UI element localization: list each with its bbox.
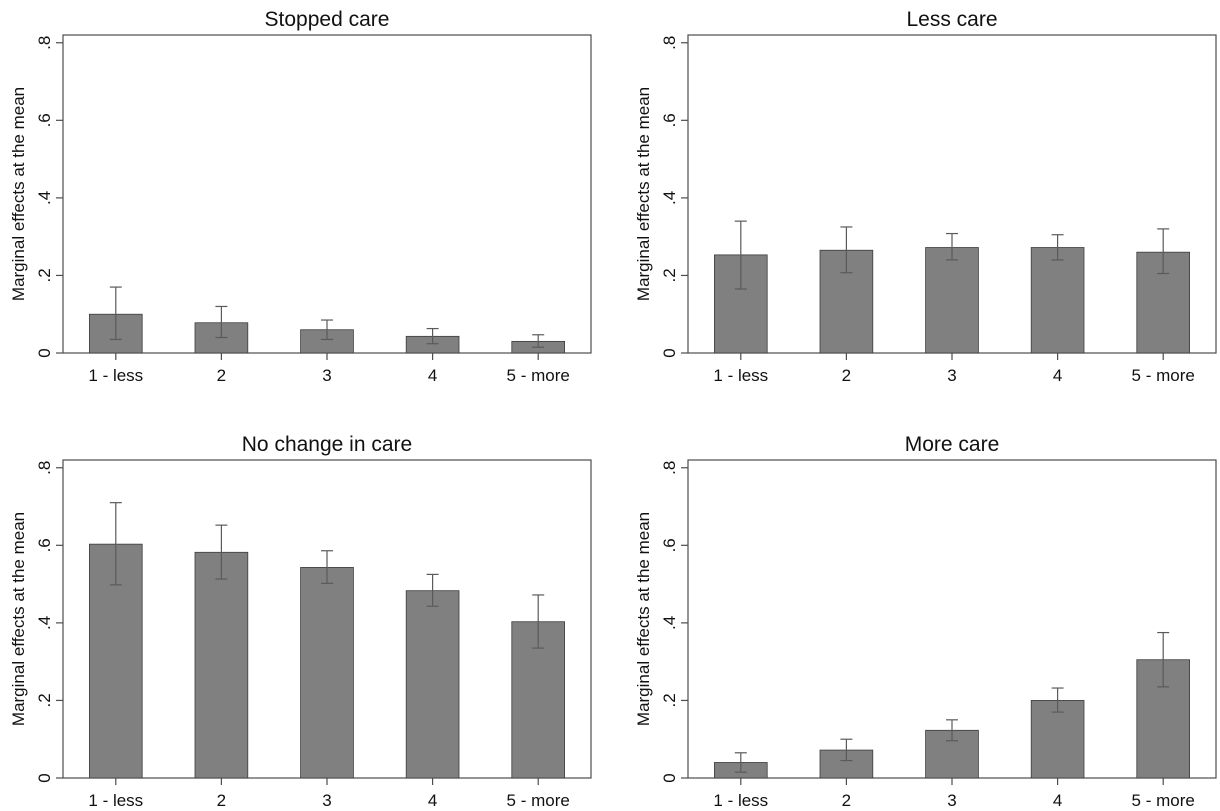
x-tick-label: 2 — [842, 366, 851, 385]
chart-title: Less care — [906, 8, 997, 31]
x-tick-label: 3 — [947, 366, 956, 385]
x-tick-label: 3 — [947, 791, 956, 810]
y-tick-label: .6 — [660, 538, 679, 552]
bar — [194, 551, 249, 779]
bar — [925, 247, 979, 354]
x-tick-label: 4 — [1053, 791, 1062, 810]
x-tick-label: 5 - more — [507, 791, 570, 810]
y-tick-label: .2 — [660, 693, 679, 707]
y-tick-label: 0 — [660, 348, 679, 357]
y-tick-label: .6 — [35, 538, 54, 552]
x-tick-label: 4 — [428, 791, 437, 810]
x-tick-label: 3 — [322, 791, 331, 810]
y-tick-label: .2 — [35, 268, 54, 282]
x-tick-label: 1 - less — [88, 366, 143, 385]
chart-title: No change in care — [242, 433, 412, 456]
chart-title: More care — [905, 433, 1000, 456]
y-tick-label: .8 — [35, 36, 54, 50]
y-tick-label: 0 — [660, 773, 679, 782]
y-tick-label: .4 — [35, 191, 54, 205]
x-tick-label: 3 — [322, 366, 331, 385]
x-tick-label: 2 — [217, 366, 226, 385]
x-tick-label: 4 — [428, 366, 437, 385]
x-tick-label: 5 - more — [1132, 366, 1195, 385]
bar — [405, 590, 460, 779]
panel-no-change-in-care: No change in care Marginal effects at the… — [9, 433, 592, 810]
y-axis-label: Marginal effects at the mean — [634, 512, 653, 726]
y-axis-label: Marginal effects at the mean — [634, 87, 653, 301]
panel-stopped-care: Stopped care Marginal effects at the mean… — [9, 8, 592, 385]
y-axis-label: Marginal effects at the mean — [9, 512, 28, 726]
y-tick-label: .6 — [660, 113, 679, 127]
y-tick-label: .4 — [660, 616, 679, 630]
x-tick-label: 5 - more — [1132, 791, 1195, 810]
x-tick-label: 1 - less — [713, 366, 768, 385]
y-tick-label: .8 — [660, 36, 679, 50]
y-tick-label: .8 — [35, 461, 54, 475]
y-tick-label: .8 — [660, 461, 679, 475]
plot-frame — [62, 34, 592, 354]
y-tick-label: 0 — [35, 348, 54, 357]
panel-less-care: Less care Marginal effects at the mean 0 .2… — [634, 8, 1217, 385]
panel-more-care: More care Marginal effects at the mean 0 .2… — [634, 433, 1217, 810]
y-tick-label: .2 — [35, 693, 54, 707]
y-tick-label: .4 — [660, 191, 679, 205]
x-tick-label: 5 - more — [507, 366, 570, 385]
chart-title: Stopped care — [265, 8, 390, 31]
x-tick-label: 1 - less — [713, 791, 768, 810]
bar — [300, 567, 354, 779]
x-tick-label: 2 — [217, 791, 226, 810]
x-tick-label: 2 — [842, 791, 851, 810]
bar — [1030, 247, 1085, 354]
y-tick-label: 0 — [35, 773, 54, 782]
y-tick-label: .4 — [35, 616, 54, 630]
x-tick-label: 1 - less — [88, 791, 143, 810]
y-tick-label: .2 — [660, 268, 679, 282]
x-tick-label: 4 — [1053, 366, 1062, 385]
y-axis-label: Marginal effects at the mean — [9, 87, 28, 301]
y-tick-label: .6 — [35, 113, 54, 127]
